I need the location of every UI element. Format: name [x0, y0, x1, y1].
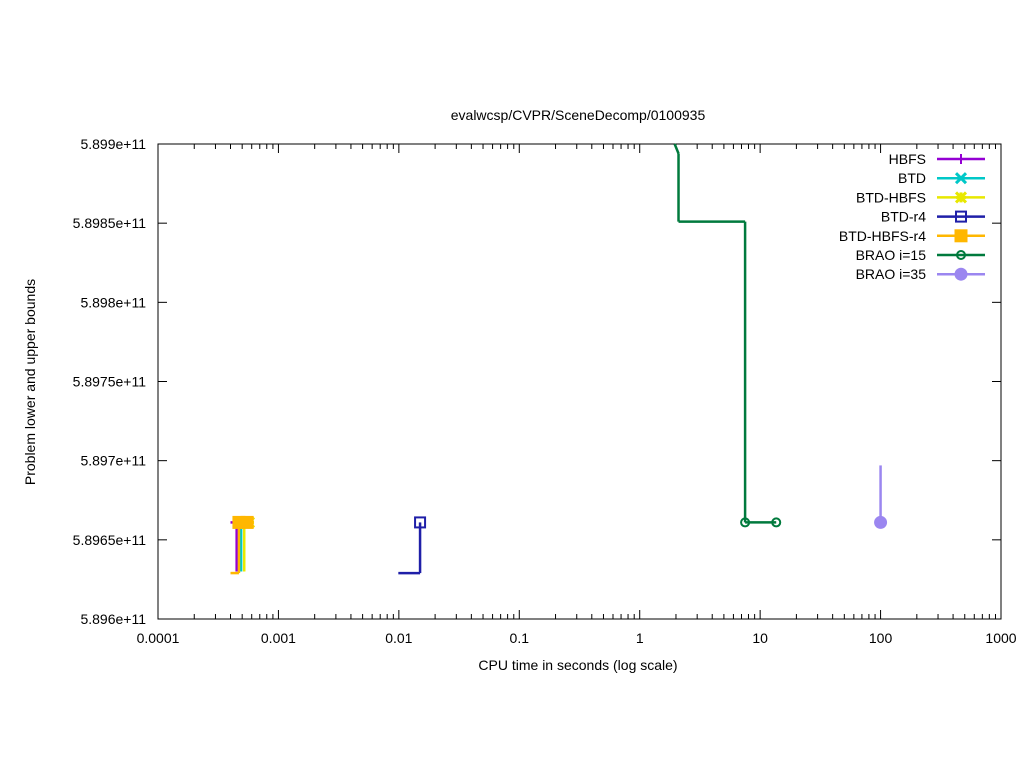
y-axis: 5.896e+11 5.8965e+11 5.897e+11 5.8975e+11 5.…	[73, 136, 1001, 627]
data-point	[874, 515, 888, 529]
chart-title: evalwcsp/CVPR/SceneDecomp/0100935	[451, 107, 706, 123]
series-btd-hbfs-r4	[230, 515, 254, 575]
data-point	[740, 517, 751, 528]
series-brao-i-15	[673, 143, 782, 528]
legend-label: BTD	[898, 170, 926, 186]
legend: HBFS BTD BTD-HBFS BTD-r4 BTD-HBFS-r4 BRAO i=1…	[839, 151, 985, 282]
legend-marker	[954, 229, 968, 243]
y-tick-label: 5.8965e+11	[73, 532, 147, 548]
legend-label: BRAO i=35	[856, 266, 927, 282]
x-tick-label: 1000	[985, 630, 1016, 646]
x-tick-label: 0.01	[385, 630, 412, 646]
y-axis-label: Problem lower and upper bounds	[22, 279, 38, 485]
series-layer	[230, 143, 888, 575]
y-tick-label: 5.897e+11	[80, 453, 146, 469]
x-tick-label: 0.1	[510, 630, 530, 646]
y-tick-label: 5.8975e+11	[73, 374, 147, 390]
legend-label: BTD-r4	[881, 209, 926, 225]
legend-marker	[956, 154, 966, 164]
y-tick-label: 5.898e+11	[80, 294, 146, 310]
x-tick-label: 0.0001	[137, 630, 180, 646]
legend-marker	[954, 267, 968, 281]
x-tick-label: 1	[636, 630, 644, 646]
y-tick-label: 5.8985e+11	[73, 215, 147, 231]
plot-frame	[157, 143, 1002, 620]
legend-label: BTD-HBFS	[856, 189, 926, 205]
legend-label: HBFS	[889, 151, 926, 167]
x-tick-label: 100	[869, 630, 893, 646]
legend-marker	[955, 210, 967, 223]
x-tick-label: 10	[752, 630, 768, 646]
y-tick-label: 5.899e+11	[80, 136, 146, 152]
x-axis: 0.0001 0.001 0.01 0.1 1 10 100 1000	[137, 144, 1017, 646]
series-brao-i-35	[874, 465, 888, 529]
x-tick-label: 0.001	[261, 630, 296, 646]
legend-marker	[956, 250, 966, 260]
data-point	[240, 515, 254, 529]
series-btd-r4	[398, 516, 427, 575]
legend-label: BRAO i=15	[856, 247, 927, 263]
legend-marker	[954, 172, 968, 185]
legend-marker	[954, 191, 968, 204]
series-line-segment	[673, 143, 680, 154]
legend-label: BTD-HBFS-r4	[839, 228, 926, 244]
x-axis-label: CPU time in seconds (log scale)	[478, 657, 677, 673]
data-point	[414, 516, 427, 529]
y-tick-label: 5.896e+11	[80, 611, 146, 627]
data-point	[771, 517, 782, 528]
